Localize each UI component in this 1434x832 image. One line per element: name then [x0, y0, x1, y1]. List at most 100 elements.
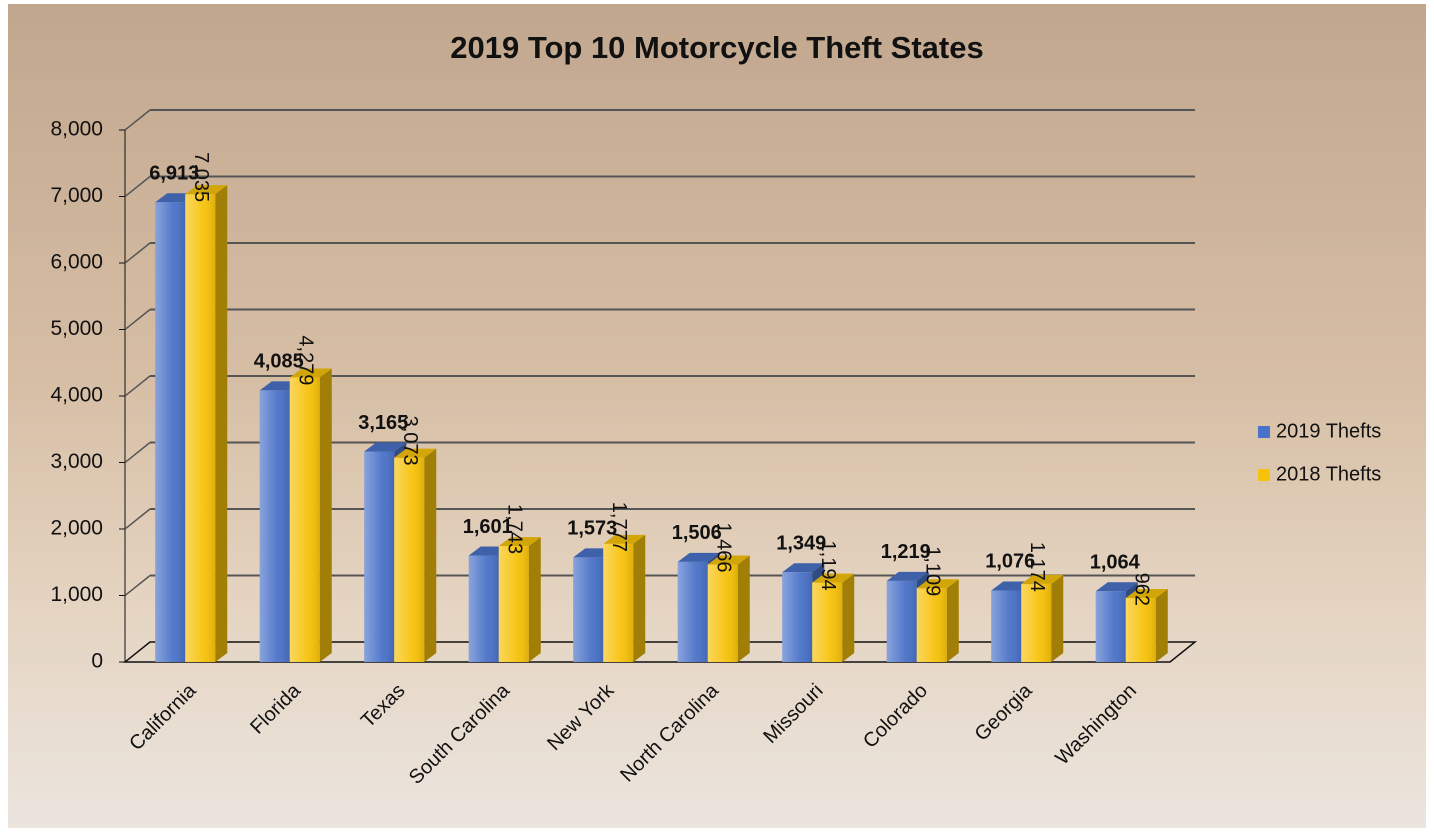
value-label: 1,174: [1026, 542, 1048, 592]
bar-side: [1155, 589, 1168, 662]
bar-top: [498, 537, 541, 547]
y-tick-label: 4,000: [50, 384, 103, 407]
bar-shine: [259, 390, 290, 662]
bar-shine: [1021, 583, 1052, 662]
bar-top: [677, 552, 720, 562]
bar-top-shade: [498, 537, 541, 547]
value-label: 1,466: [712, 522, 734, 572]
bar-side: [737, 555, 750, 662]
bar-top: [782, 563, 825, 573]
grid-diag: [124, 175, 151, 198]
bar-shine: [1125, 598, 1156, 662]
grid-diag: [124, 109, 151, 131]
grid-diag: [124, 375, 151, 397]
legend-swatch: [1258, 426, 1270, 438]
bar-top-shade: [812, 573, 855, 583]
bar: [1125, 589, 1168, 662]
bar-shine: [1095, 591, 1126, 662]
value-label: 1,349: [776, 533, 826, 555]
bar-top: [1021, 574, 1064, 584]
value-label: 1,076: [985, 551, 1035, 573]
bar: [812, 573, 855, 662]
bar: [916, 579, 959, 662]
bar-top: [886, 571, 929, 581]
bar-side: [528, 537, 541, 662]
y-tick-label: 6,000: [50, 251, 103, 274]
bar-top-shade: [185, 185, 228, 195]
bar-side-shade: [1155, 589, 1168, 662]
value-label: 1,109: [921, 546, 943, 596]
bar-top-shade: [916, 579, 959, 589]
grid-diag: [124, 574, 151, 597]
value-label: 1,743: [503, 504, 525, 554]
bar-top: [394, 448, 437, 458]
value-label: 962: [1130, 573, 1152, 606]
bar-shine: [677, 561, 708, 662]
bar-side: [842, 573, 855, 662]
bar-top: [707, 555, 750, 565]
y-tick-label: 8,000: [50, 118, 103, 141]
bar-side-shade: [1051, 574, 1064, 662]
bar-side-shade: [633, 534, 646, 662]
value-label: 4,085: [254, 351, 304, 373]
bar-shine: [603, 543, 634, 662]
bar-shine: [155, 202, 186, 662]
bar-top-shade: [364, 442, 407, 452]
grid-diag: [124, 441, 151, 464]
bar-side-shade: [842, 573, 855, 662]
bar-top-shade: [782, 563, 825, 573]
bar-top: [289, 368, 332, 378]
background-overlay: [8, 4, 1426, 828]
value-label: 1,064: [1090, 552, 1141, 574]
y-tick-label: 3,000: [50, 450, 103, 473]
bar-shine: [916, 588, 947, 662]
bar-top-shade: [603, 534, 646, 544]
bar-side: [215, 185, 228, 663]
bar-shine: [782, 572, 813, 662]
bar-top-shade: [1125, 589, 1168, 599]
bar-top-shade: [289, 368, 332, 378]
y-tick-label: 7,000: [50, 184, 103, 207]
bar-top: [364, 442, 407, 452]
bar: [498, 537, 541, 662]
legend-label: 2018 Thefts: [1276, 463, 1381, 485]
grid-diag: [124, 308, 151, 331]
bar-shine: [498, 546, 529, 662]
bar-shine: [886, 580, 917, 662]
legend-swatch: [1258, 469, 1270, 481]
grid-diag: [124, 508, 151, 530]
bar-top-shade: [1021, 574, 1064, 584]
value-label: 1,219: [881, 541, 931, 563]
bar-top: [185, 185, 228, 195]
value-label: 1,506: [672, 522, 722, 544]
bar-shine: [185, 194, 216, 663]
bar-top: [1095, 582, 1138, 592]
bar-side-shade: [215, 185, 228, 663]
bar-top-shade: [677, 552, 720, 562]
bar-top-shade: [394, 448, 437, 458]
bar-side-shade: [737, 555, 750, 662]
value-label: 3,073: [399, 416, 421, 466]
bar: [603, 534, 646, 662]
y-tick-label: 5,000: [50, 317, 103, 340]
bar-top: [812, 573, 855, 583]
bar-shine: [812, 582, 843, 662]
bar-side: [946, 579, 959, 662]
value-label: 6,913: [149, 163, 199, 185]
bar-side: [319, 368, 332, 662]
bar-top-shade: [886, 571, 929, 581]
bar-side: [633, 534, 646, 662]
value-label: 1,194: [817, 541, 839, 591]
y-tick-label: 1,000: [50, 583, 103, 606]
y-tick-label: 0: [91, 650, 103, 673]
bar: [185, 185, 228, 663]
bar-side-shade: [946, 579, 959, 662]
bar-top-shade: [707, 555, 750, 565]
chart-title: 2019 Top 10 Motorcycle Theft States: [450, 30, 983, 65]
y-tick-label: 2,000: [50, 517, 103, 540]
value-label: 7,035: [190, 152, 212, 202]
value-label: 1,601: [463, 516, 513, 538]
bar: [289, 368, 332, 662]
bar-side: [1051, 574, 1064, 662]
